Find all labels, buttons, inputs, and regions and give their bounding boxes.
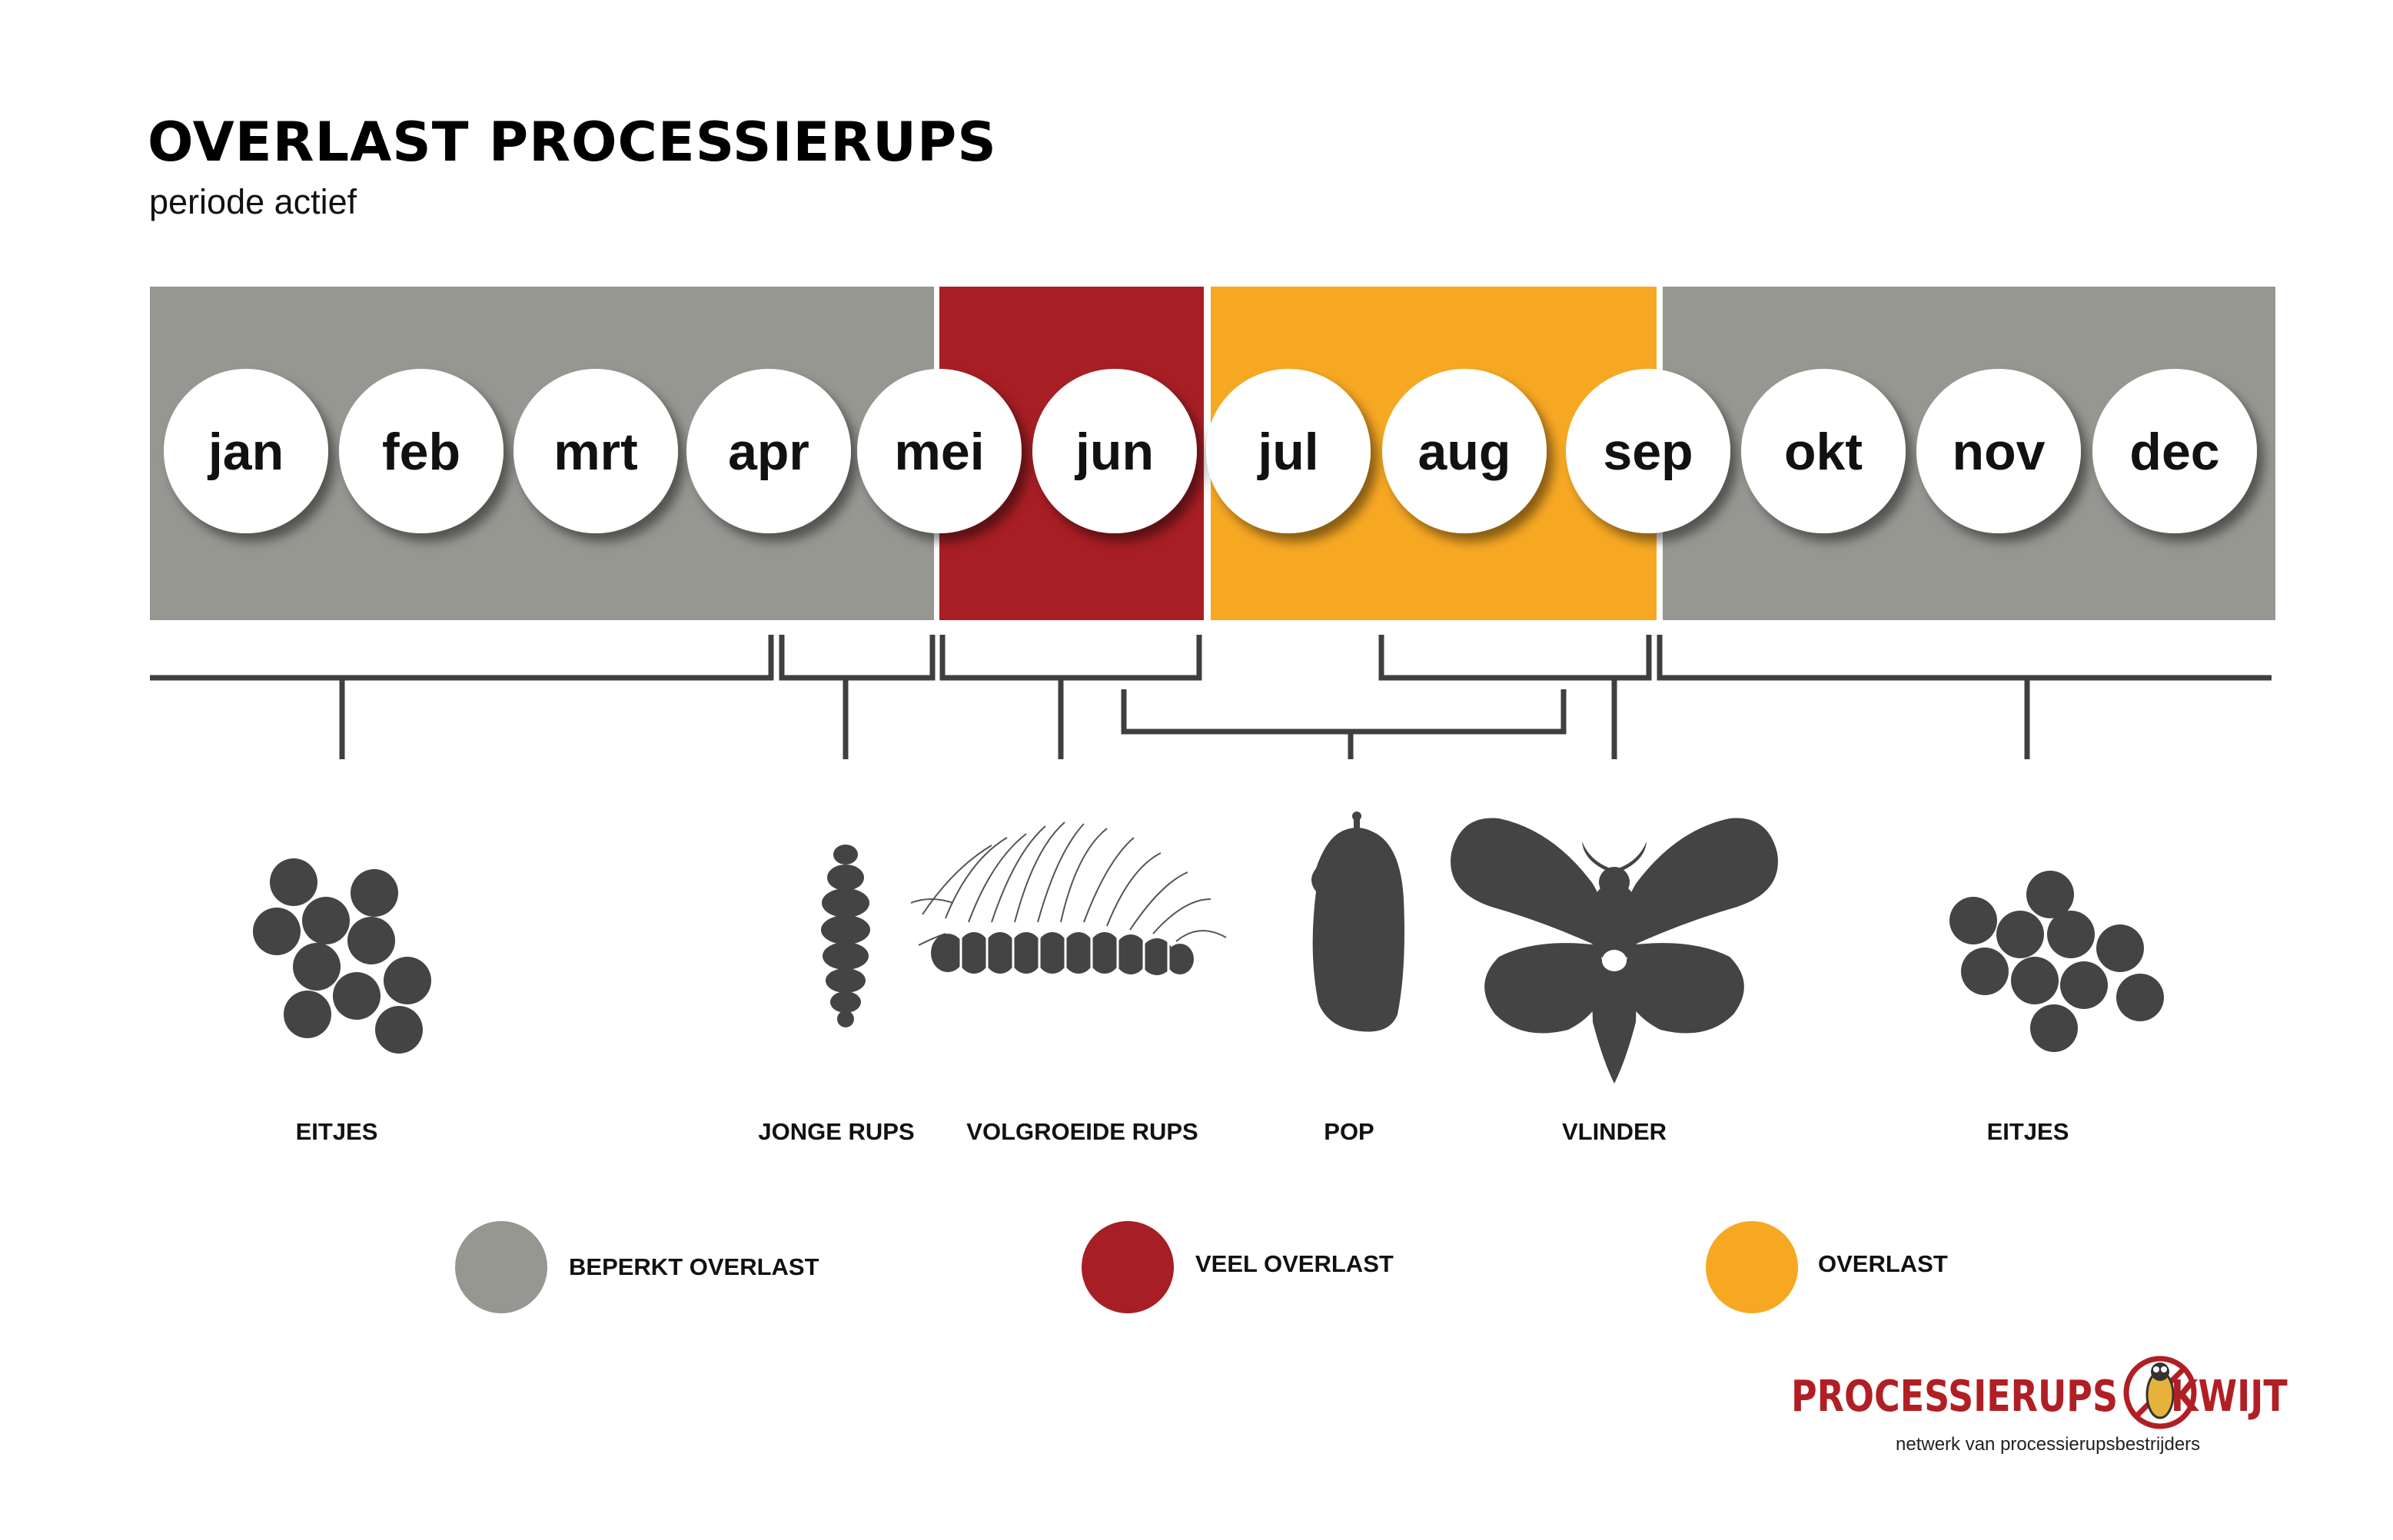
bracket-volgroeide-rups <box>939 635 1202 759</box>
page-title: OVERLAST PROCESSIERUPS <box>148 111 997 174</box>
stage-label: POP <box>1324 1118 1374 1145</box>
month-label: jan <box>207 423 284 481</box>
month-okt: okt <box>1741 369 1906 533</box>
logo-name-right: KWIJT <box>2170 1372 2288 1422</box>
eggs-icon <box>253 858 431 1054</box>
legend-swatch <box>1706 1221 1798 1313</box>
legend-label: BEPERKT OVERLAST <box>569 1253 819 1280</box>
page-subtitle: periode actief <box>149 182 357 221</box>
month-circles: jan feb mrt apr mei jun jul aug sep okt … <box>164 369 2257 533</box>
month-label: okt <box>1784 423 1863 481</box>
month-aug: aug <box>1382 369 1547 533</box>
stage-label: VOLGROEIDE RUPS <box>966 1118 1198 1145</box>
legend-item-overlast: OVERLAST <box>1706 1221 1948 1313</box>
bracket-jonge-rups <box>779 635 936 759</box>
moth-icon <box>1451 818 1778 1084</box>
bracket-eitjes-late <box>1657 635 2272 759</box>
month-jul: jul <box>1206 369 1371 533</box>
month-label: mrt <box>553 423 638 481</box>
month-label: sep <box>1603 423 1693 481</box>
month-mrt: mrt <box>513 369 678 533</box>
eggs-icon <box>1949 871 2164 1052</box>
stage-brackets <box>150 635 2272 759</box>
young-caterpillar-icon <box>821 845 870 1027</box>
month-label: jul <box>1256 423 1318 481</box>
stage-label: EITJES <box>296 1118 378 1145</box>
month-jun: jun <box>1032 369 1197 533</box>
month-feb: feb <box>339 369 504 533</box>
month-sep: sep <box>1566 369 1730 533</box>
month-label: apr <box>728 423 809 481</box>
month-label: feb <box>382 423 460 481</box>
bracket-vlinder <box>1378 635 1652 759</box>
month-label: jun <box>1074 423 1154 481</box>
month-mei: mei <box>857 369 1022 533</box>
logo-mascot-icon <box>2123 1356 2197 1429</box>
grown-caterpillar-icon <box>910 821 1227 975</box>
pupa-icon <box>1311 811 1404 1032</box>
month-label: aug <box>1418 423 1511 481</box>
legend-swatch <box>455 1221 547 1313</box>
stage-label: JONGE RUPS <box>758 1118 914 1145</box>
bracket-pop <box>1121 689 1567 759</box>
legend-item-beperkt: BEPERKT OVERLAST <box>455 1221 819 1313</box>
legend-item-veel: VEEL OVERLAST <box>1082 1221 1394 1313</box>
logo-name-left: PROCESSIERUPS <box>1791 1372 2119 1422</box>
logo-wordmark: PROCESSIERUPS KWIJT <box>1791 1376 2288 1419</box>
stage-label: VLINDER <box>1562 1118 1667 1145</box>
month-label: nov <box>1953 423 2046 481</box>
month-dec: dec <box>2092 369 2257 533</box>
legend-label: OVERLAST <box>1818 1250 1948 1277</box>
stage-label: EITJES <box>1987 1118 2069 1145</box>
legend: BEPERKT OVERLAST VEEL OVERLAST OVERLAST <box>455 1221 1948 1313</box>
bracket-eitjes-early <box>150 635 774 759</box>
legend-swatch <box>1082 1221 1174 1313</box>
month-label: dec <box>2129 423 2219 481</box>
month-jan: jan <box>164 369 328 533</box>
month-apr: apr <box>686 369 851 533</box>
legend-label: VEEL OVERLAST <box>1195 1250 1394 1277</box>
stage-labels: EITJES JONGE RUPS VOLGROEIDE RUPS POP VL… <box>296 1118 2069 1145</box>
logo-tagline: netwerk van processierupsbestrijders <box>1896 1434 2201 1455</box>
month-nov: nov <box>1916 369 2081 533</box>
month-label: mei <box>894 423 984 481</box>
